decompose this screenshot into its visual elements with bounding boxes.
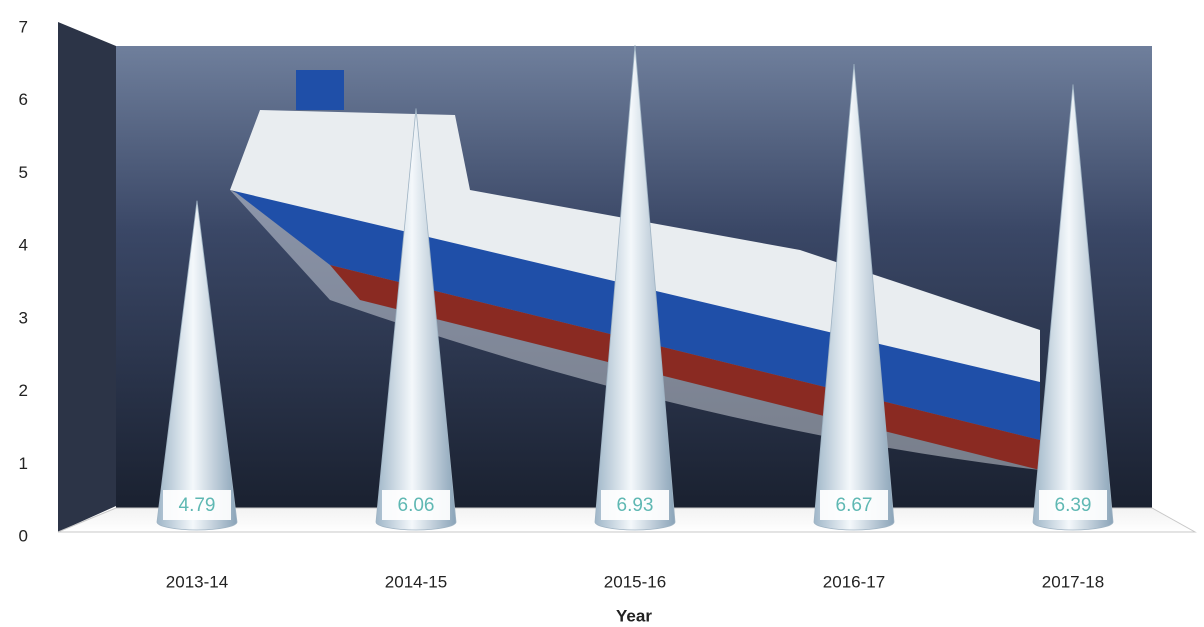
value-label-box <box>820 490 888 520</box>
ship-funnel <box>296 70 344 110</box>
cone <box>594 45 676 531</box>
value-label-box <box>382 490 450 520</box>
value-label: 6.67 <box>836 495 873 516</box>
side-wall <box>58 22 116 532</box>
y-tick-label: 0 <box>19 526 28 545</box>
value-label-box <box>163 490 231 520</box>
y-tick-label: 4 <box>19 236 28 255</box>
y-tick-label: 6 <box>19 90 28 109</box>
y-tick-label: 2 <box>19 381 28 400</box>
value-label-box <box>601 490 669 520</box>
value-label-box <box>1039 490 1107 520</box>
cone <box>1032 84 1114 531</box>
y-tick-label: 1 <box>19 454 28 473</box>
cone <box>375 108 457 531</box>
x-tick-label: 2015-16 <box>604 572 666 591</box>
value-label: 4.79 <box>179 495 216 516</box>
value-label: 6.39 <box>1055 495 1092 516</box>
x-tick-label: 2017-18 <box>1042 572 1104 591</box>
x-axis-title: Year <box>616 606 652 625</box>
x-tick-label: 2013-14 <box>166 572 228 591</box>
cone <box>813 63 895 531</box>
value-label: 6.93 <box>617 495 654 516</box>
x-tick-label: 2016-17 <box>823 572 885 591</box>
value-label: 6.06 <box>398 495 435 516</box>
y-tick-label: 7 <box>19 17 28 36</box>
cone <box>156 200 238 531</box>
y-tick-label: 5 <box>19 163 28 182</box>
y-tick-label: 3 <box>19 308 28 327</box>
x-tick-label: 2014-15 <box>385 572 447 591</box>
